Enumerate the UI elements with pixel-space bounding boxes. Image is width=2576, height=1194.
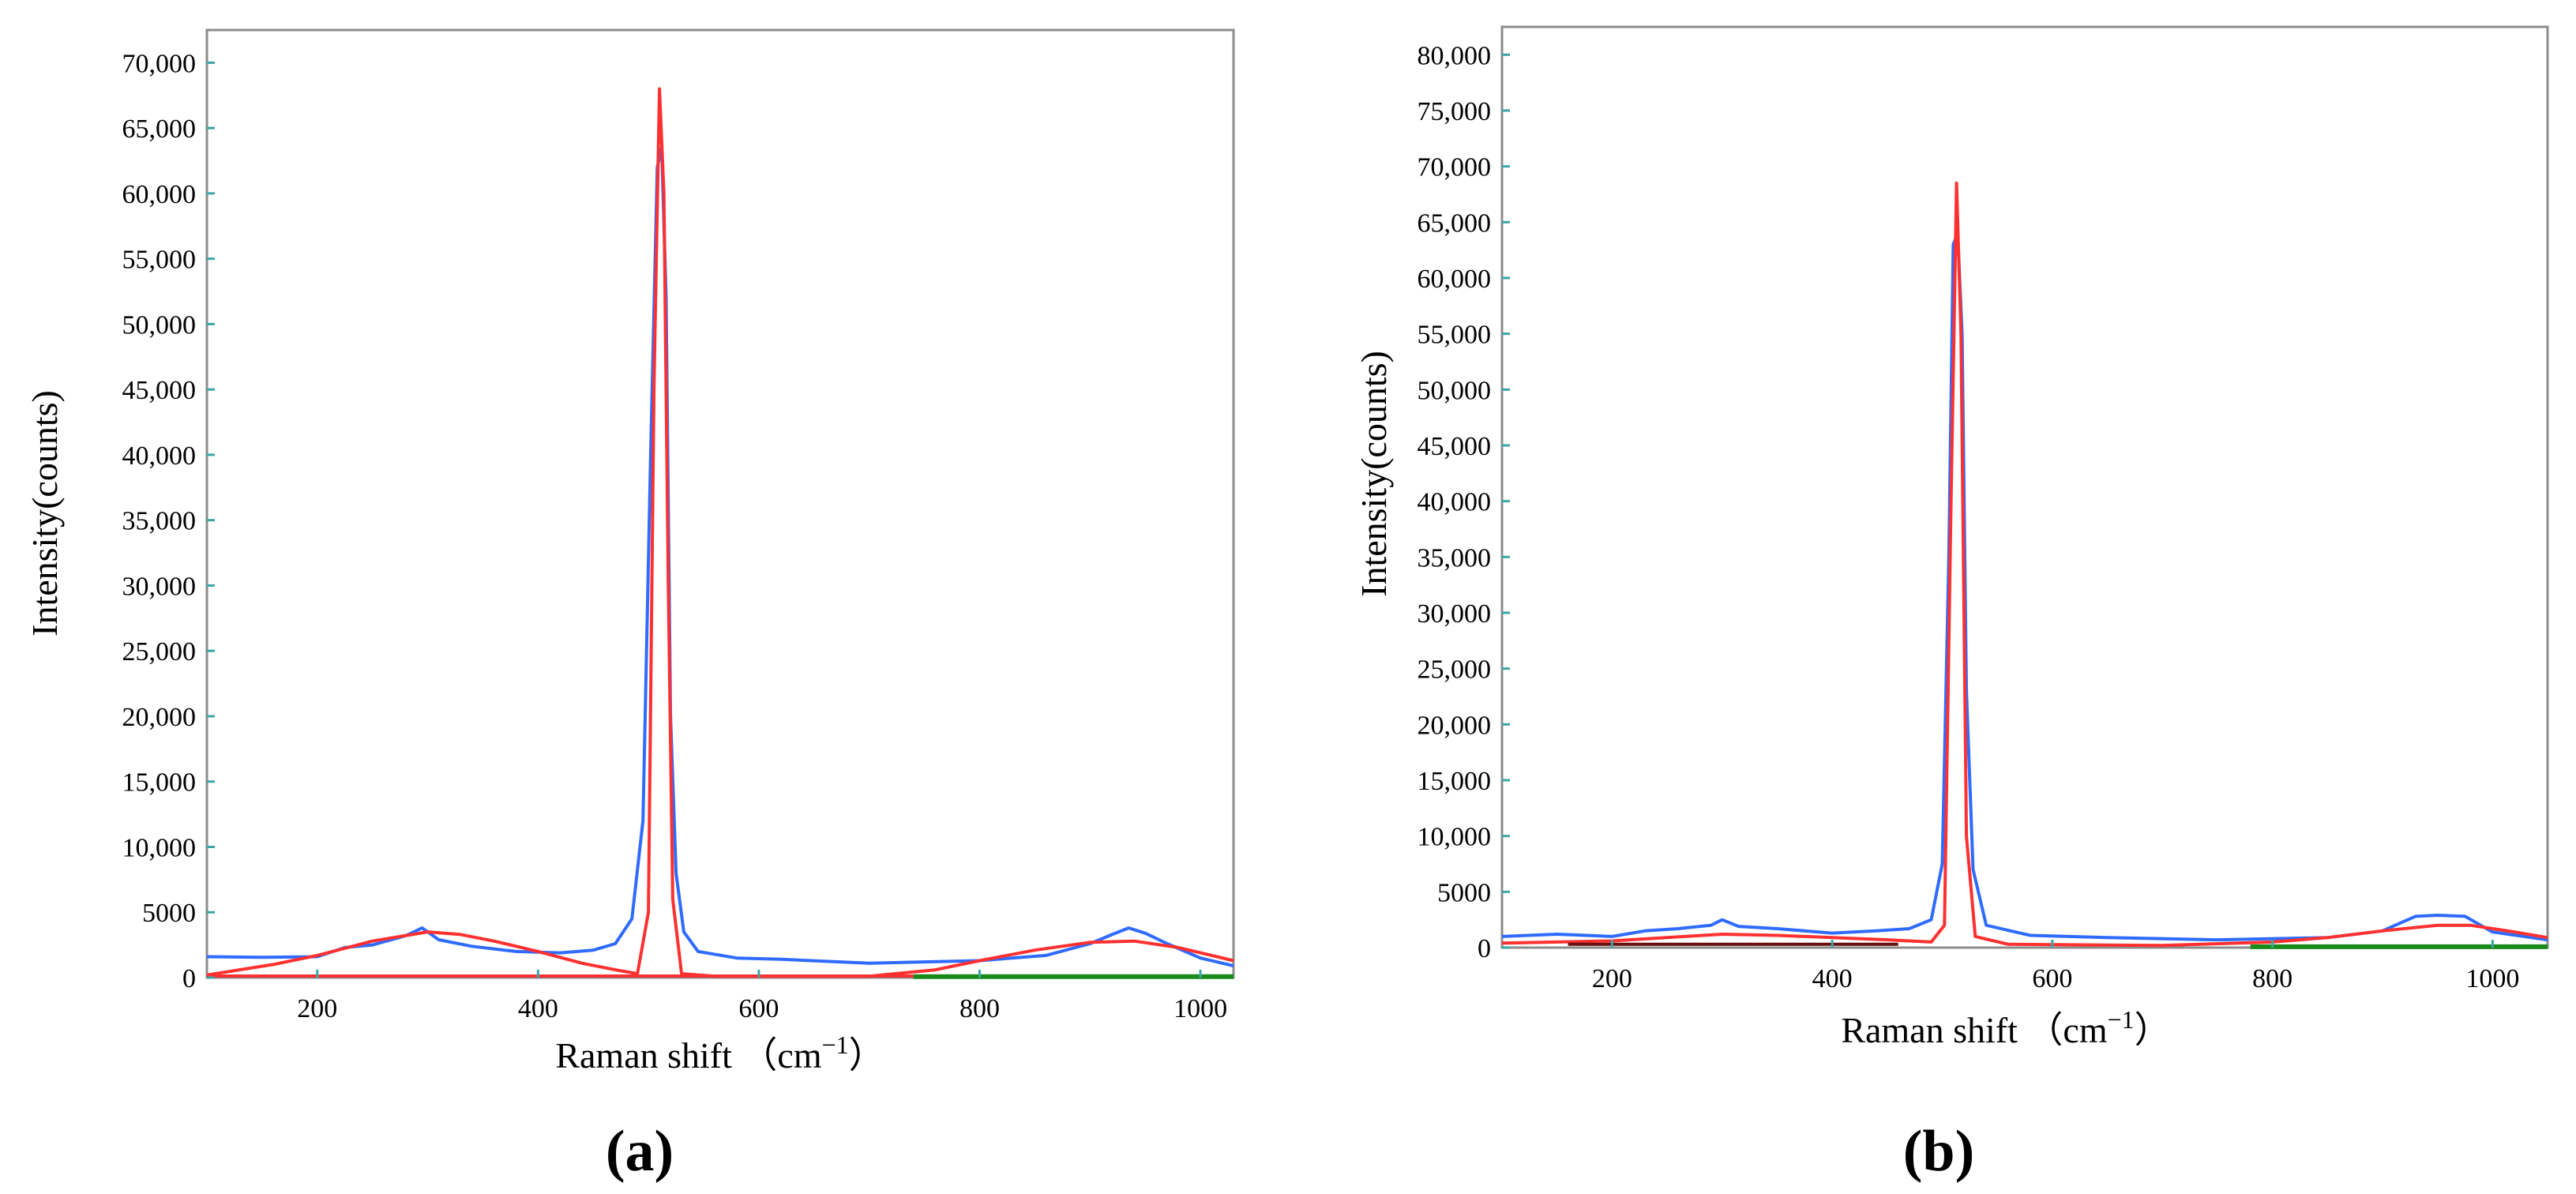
plot-frame bbox=[1500, 25, 2549, 949]
y-tick-label: 30,000 bbox=[1418, 599, 1492, 629]
panel-label-b: (b) bbox=[1903, 1119, 1974, 1184]
series-line-2 bbox=[206, 87, 1234, 978]
x-tick-label: 800 bbox=[2252, 964, 2292, 993]
panel-label-letter: a bbox=[625, 1119, 655, 1184]
y-tick-label: 5000 bbox=[142, 899, 196, 928]
x-tick-label: 200 bbox=[1592, 964, 1632, 993]
series-line-1 bbox=[206, 146, 1234, 968]
chart-panel-b: 0 5000 10,000 15,000 20,000 25,000 30,000 35,00… bbox=[1354, 25, 2549, 1184]
y-tick-label: 65,000 bbox=[122, 115, 197, 144]
y-tick-label: 70,000 bbox=[122, 49, 197, 78]
y-tick-label: 35,000 bbox=[122, 507, 197, 536]
x-axis-label: Raman shift （cm−1） bbox=[1841, 1005, 2170, 1050]
x-tick-label: 600 bbox=[2032, 964, 2072, 993]
y-tick-label: 70,000 bbox=[1418, 153, 1492, 182]
y-tick-label: 20,000 bbox=[1418, 711, 1492, 740]
x-tick-label: 400 bbox=[1812, 964, 1853, 993]
y-tick-label: 10,000 bbox=[1418, 823, 1492, 852]
x-axis-label-main: Raman shift （cm bbox=[1841, 1010, 2107, 1050]
x-tick-label: 1000 bbox=[1173, 994, 1227, 1023]
y-tick-label: 35,000 bbox=[1418, 543, 1492, 573]
series-layer bbox=[206, 87, 1234, 979]
panel-label-open: ( bbox=[606, 1119, 625, 1184]
ticks-layer: 0 5000 10,000 15,000 20,000 25,000 30,000 35,00… bbox=[1418, 41, 2520, 993]
x-axis-label-superscript: −1 bbox=[822, 1031, 849, 1059]
y-axis-label: Intensity(counts) bbox=[24, 390, 65, 636]
y-tick-label: 5000 bbox=[1437, 878, 1491, 907]
y-tick-label: 60,000 bbox=[122, 180, 197, 209]
series-layer bbox=[1501, 181, 2548, 949]
x-tick-label: 800 bbox=[959, 994, 1000, 1023]
x-axis-label: Raman shift （cm−1） bbox=[555, 1031, 884, 1076]
x-axis-label-main: Raman shift （cm bbox=[555, 1035, 821, 1076]
panel-label-letter: b bbox=[1922, 1119, 1955, 1184]
y-tick-label: 25,000 bbox=[122, 637, 197, 666]
panel-label-close: ) bbox=[655, 1119, 674, 1184]
panel-label-open: ( bbox=[1903, 1119, 1923, 1184]
x-tick-label: 600 bbox=[738, 994, 779, 1023]
y-tick-label: 40,000 bbox=[122, 441, 197, 471]
y-tick-label: 15,000 bbox=[1418, 767, 1492, 796]
y-tick-label: 50,000 bbox=[122, 310, 197, 340]
x-tick-label: 400 bbox=[518, 994, 558, 1023]
panel-label-a: (a) bbox=[606, 1119, 674, 1184]
y-tick-label: 45,000 bbox=[1418, 432, 1492, 461]
y-tick-label: 60,000 bbox=[1418, 265, 1492, 294]
y-tick-label: 80,000 bbox=[1418, 41, 1492, 70]
series-line-1 bbox=[1501, 231, 2548, 942]
y-tick-label: 40,000 bbox=[1418, 488, 1492, 517]
y-tick-label: 55,000 bbox=[1418, 321, 1492, 350]
chart-panel-a: 0 5000 10,000 15,000 20,000 25,000 30,000 35,00… bbox=[24, 28, 1235, 1184]
y-tick-label: 65,000 bbox=[1418, 208, 1492, 238]
x-axis-label-end: ） bbox=[2135, 1010, 2171, 1050]
y-tick-label: 50,000 bbox=[1418, 376, 1492, 405]
y-tick-label: 55,000 bbox=[122, 246, 197, 275]
y-tick-label: 75,000 bbox=[1418, 97, 1492, 126]
y-tick-label: 10,000 bbox=[122, 833, 197, 862]
series-line-2 bbox=[1501, 181, 2548, 948]
y-tick-label: 0 bbox=[182, 964, 196, 993]
plot-frame bbox=[205, 28, 1235, 979]
y-tick-label: 25,000 bbox=[1418, 655, 1492, 685]
x-tick-label: 200 bbox=[297, 994, 337, 1023]
x-tick-label: 1000 bbox=[2465, 964, 2519, 993]
y-tick-label: 20,000 bbox=[122, 703, 197, 732]
y-tick-label: 30,000 bbox=[122, 572, 197, 601]
ticks-layer: 0 5000 10,000 15,000 20,000 25,000 30,000 35,00… bbox=[122, 49, 1228, 1023]
y-tick-label: 0 bbox=[1478, 934, 1491, 963]
panel-label-close: ) bbox=[1955, 1119, 1975, 1184]
y-tick-label: 45,000 bbox=[122, 376, 197, 405]
x-axis-label-superscript: −1 bbox=[2108, 1005, 2135, 1034]
y-tick-label: 15,000 bbox=[122, 768, 197, 798]
y-axis-label: Intensity(counts) bbox=[1354, 351, 1394, 597]
x-axis-label-end: ） bbox=[849, 1035, 885, 1076]
